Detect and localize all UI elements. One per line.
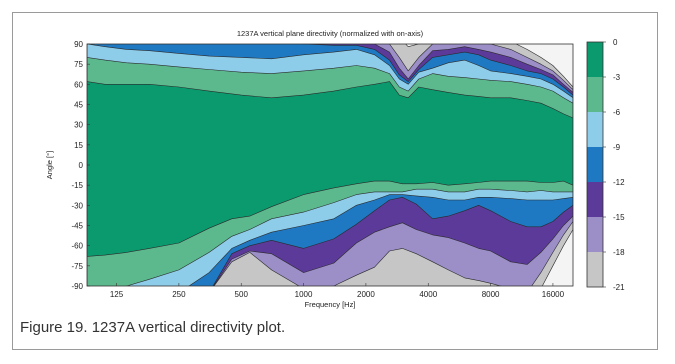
colorbar-segment xyxy=(587,182,603,217)
colorbar-segment xyxy=(587,42,603,77)
y-tick-label: -75 xyxy=(71,262,83,271)
colorbar-segment xyxy=(587,112,603,147)
colorbar-segment xyxy=(587,252,603,287)
x-tick-label: 4000 xyxy=(419,290,437,299)
y-axis-label: Angle [°] xyxy=(45,151,54,179)
colorbar-tick-label: -3 xyxy=(613,73,621,82)
colorbar-tick-label: -21 xyxy=(613,283,625,292)
x-tick-label: 2000 xyxy=(357,290,375,299)
colorbar-tick-label: -18 xyxy=(613,248,625,257)
y-tick-label: -60 xyxy=(71,242,83,251)
y-tick-label: 0 xyxy=(79,161,84,170)
x-tick-label: 125 xyxy=(110,290,124,299)
colorbar: 0 -3 -6 -9 -12 -15 -18 -21 xyxy=(586,38,625,292)
y-tick-label: 30 xyxy=(74,121,83,130)
y-tick-label: -90 xyxy=(71,282,83,291)
y-tick-label: -45 xyxy=(71,222,83,231)
colorbar-segment xyxy=(587,147,603,182)
colorbar-tick-label: -9 xyxy=(613,143,621,152)
x-tick-label: 1000 xyxy=(295,290,313,299)
colorbar-tick-label: -15 xyxy=(613,213,625,222)
colorbar-tick-label: -6 xyxy=(613,108,621,117)
x-tick-label: 250 xyxy=(172,290,186,299)
colorbar-tick-label: -12 xyxy=(613,178,625,187)
y-tick-label: 75 xyxy=(74,60,83,69)
contour-plot-area xyxy=(87,44,573,286)
chart-title: 1237A vertical plane directivity (normal… xyxy=(237,29,424,38)
x-tick-label: 8000 xyxy=(482,290,500,299)
y-tick-label: -15 xyxy=(71,181,83,190)
colorbar-segment xyxy=(587,217,603,252)
x-tick-label: 16000 xyxy=(542,290,565,299)
y-tick-label: 15 xyxy=(74,141,83,150)
colorbar-frame xyxy=(586,41,604,288)
y-tick-label: -30 xyxy=(71,201,83,210)
y-tick-label: 90 xyxy=(74,40,83,49)
y-tick-label: 45 xyxy=(74,101,83,110)
contour-region-minus3 xyxy=(87,81,573,257)
colorbar-tick-label: 0 xyxy=(613,38,618,47)
colorbar-segment xyxy=(587,77,603,112)
x-tick-label: 500 xyxy=(235,290,249,299)
figure-caption: Figure 19. 1237A vertical directivity pl… xyxy=(20,319,286,336)
x-axis-label: Frequency [Hz] xyxy=(305,300,356,309)
y-tick-label: 60 xyxy=(74,80,83,89)
plot-axes: 125 250 500 1000 2000 4000 8000 16000 90 75 60 45 30… xyxy=(71,40,574,299)
